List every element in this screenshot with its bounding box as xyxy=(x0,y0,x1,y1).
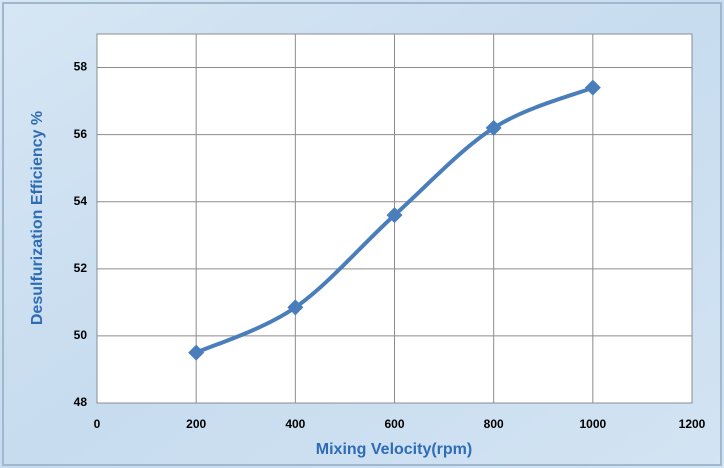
plot-border xyxy=(96,33,693,404)
marker xyxy=(485,119,502,136)
marker xyxy=(386,207,403,224)
x-tick-label: 400 xyxy=(285,417,305,431)
y-tick-label: 58 xyxy=(74,60,88,74)
x-tick-label: 1200 xyxy=(679,417,706,431)
x-tick-label: 600 xyxy=(384,417,404,431)
x-tick-label: 800 xyxy=(484,417,504,431)
y-tick-label: 56 xyxy=(74,127,88,141)
y-tick-label: 50 xyxy=(74,328,88,342)
x-tick-label: 0 xyxy=(94,417,101,431)
x-tick-label: 200 xyxy=(186,417,206,431)
y-tick-label: 48 xyxy=(74,395,88,409)
y-tick-label: 54 xyxy=(74,194,88,208)
x-tick-label: 1000 xyxy=(579,417,606,431)
y-tick-label: 52 xyxy=(74,261,88,275)
y-axis-title: Desulfurization Efficiency % xyxy=(29,111,46,325)
marker xyxy=(584,79,601,96)
marker xyxy=(287,299,304,316)
x-axis-title: Mixing Velocity(rpm) xyxy=(316,441,472,458)
marker xyxy=(188,344,205,361)
